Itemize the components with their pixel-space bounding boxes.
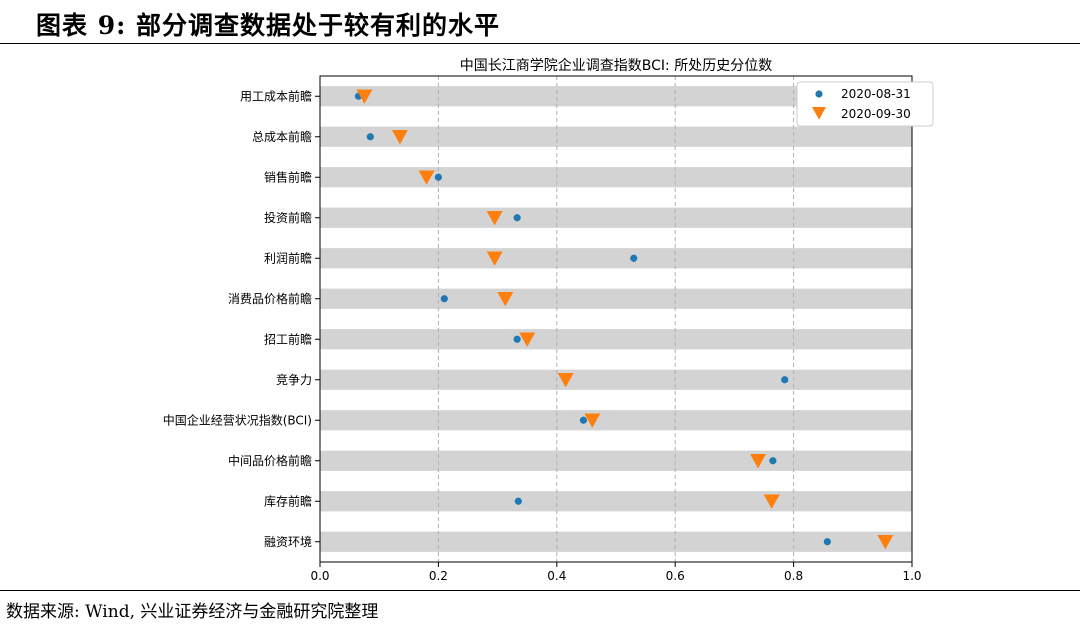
chart-title: 中国长江商学院企业调查指数BCI: 所处历史分位数 [459,58,773,74]
legend-marker-a [815,90,823,98]
plot-frame [319,75,913,563]
legend-marker-b [812,107,826,120]
category-band [320,369,912,390]
series-a-point [440,295,448,303]
category-band [320,126,912,147]
category-band [320,329,912,350]
series-b-point [750,453,767,469]
series-a-point [434,173,442,181]
series-b-point [519,332,536,347]
series-b-point [418,170,435,185]
series-b-point [486,251,503,266]
source-note: 数据来源: Wind, 兴业证券经济与金融研究院整理 [6,602,379,622]
source-rule [0,590,1080,591]
y-tick-label: 库存前瞻 [264,493,312,508]
y-tick-label: 销售前瞻 [264,169,312,184]
series-b-point [584,413,601,428]
x-tick-label: 0.6 [666,569,685,583]
category-band [320,86,912,107]
x-tick-label: 0.4 [547,569,566,583]
y-tick-label: 消费品价格前瞻 [228,291,312,306]
y-tick-label: 中间品价格前瞻 [228,453,312,468]
series-a-point [513,335,521,343]
y-tick-label: 融资环境 [264,534,312,549]
series-a-point [513,214,521,222]
y-tick-label: 利润前瞻 [264,250,312,265]
y-tick-label: 总成本前瞻 [252,129,312,144]
series-b-point [356,89,373,104]
y-tick-label: 竞争力 [276,373,312,387]
figure-title: 图表 9: 部分调查数据处于较有利的水平 [36,11,501,40]
y-tick-label: 中国企业经营状况指数(BCI) [163,412,312,427]
series-a-point [366,133,374,141]
y-tick-label: 用工成本前瞻 [240,88,312,103]
category-band [320,410,912,431]
series-b-point [391,129,408,145]
x-tick-label: 0.0 [310,569,329,583]
category-band [320,248,912,269]
category-band [320,207,912,228]
series-b-point [877,534,894,550]
series-a-point [514,497,522,505]
series-b-point [763,494,780,509]
series-a-point [630,254,638,262]
category-band [320,288,912,309]
y-tick-label: 投资前瞻 [264,210,312,225]
series-b-point [486,210,503,226]
series-b-point [497,291,514,307]
legend-label-a: 2020-08-31 [841,87,911,101]
series-a-point [579,416,588,424]
y-tick-label: 招工前瞻 [264,331,312,346]
legend-label-b: 2020-09-30 [841,107,911,121]
category-band [320,450,912,471]
category-band [320,167,912,188]
legend-box [796,81,934,127]
series-a-point [823,538,831,546]
x-tick-label: 1.0 [902,569,921,583]
series-b-point [557,372,574,388]
category-band [320,531,912,552]
x-tick-label: 0.2 [429,569,448,583]
top-rule [0,43,1080,44]
x-tick-label: 0.8 [784,569,803,583]
category-band [320,491,912,512]
series-a-point [769,457,777,465]
series-a-point [781,376,789,384]
